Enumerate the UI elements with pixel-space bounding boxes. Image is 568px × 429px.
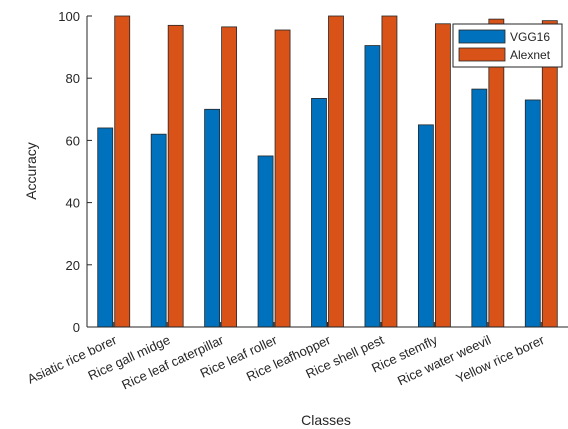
y-tick-label-0: 0 [73, 320, 80, 335]
legend-swatch-vgg16 [458, 29, 506, 44]
bar-vgg16-rice-gall-midge [150, 133, 167, 328]
bar-vgg16-yellow-rice-borer [524, 99, 541, 328]
y-tick-label-80: 80 [66, 71, 80, 86]
legend: VGG16 Alexnet [452, 23, 563, 68]
bar-alexnet-rice-gall-midge [167, 24, 184, 328]
bar-vgg16-rice-leaf-roller [257, 155, 274, 328]
y-axis-label: Accuracy [23, 142, 39, 200]
y-tick-label-60: 60 [66, 133, 80, 148]
bar-vgg16-rice-shell-pest [364, 45, 381, 328]
x-axis-label: Classes [301, 412, 351, 428]
bar-alexnet-rice-leaf-roller [274, 29, 291, 328]
bar-alexnet-asiatic-rice-borer [114, 15, 131, 328]
bar-alexnet-rice-leafhopper [328, 15, 344, 328]
x-tick-label-asiatic-rice-borer: Asiatic rice borer [25, 332, 120, 387]
plot-area [87, 16, 568, 327]
axes-group [86, 15, 568, 328]
y-tick-label-100: 100 [58, 9, 80, 24]
bar-alexnet-rice-stemfly [434, 23, 451, 328]
bars-group [97, 15, 558, 328]
bar-alexnet-rice-leaf-caterpillar [221, 26, 238, 328]
legend-label-vgg16: VGG16 [510, 30, 550, 44]
bar-vgg16-rice-leaf-caterpillar [204, 108, 221, 328]
legend-label-alexnet: Alexnet [510, 48, 551, 62]
y-tick-label-20: 20 [66, 258, 80, 273]
bar-vgg16-rice-water-weevil [471, 88, 488, 328]
bar-vgg16-rice-stemfly [417, 124, 434, 328]
bar-vgg16-rice-leafhopper [311, 98, 327, 328]
y-tick-label-40: 40 [66, 196, 80, 211]
bar-vgg16-asiatic-rice-borer [97, 127, 114, 328]
legend-swatch-alexnet [458, 47, 506, 62]
bar-alexnet-rice-shell-pest [381, 15, 398, 328]
